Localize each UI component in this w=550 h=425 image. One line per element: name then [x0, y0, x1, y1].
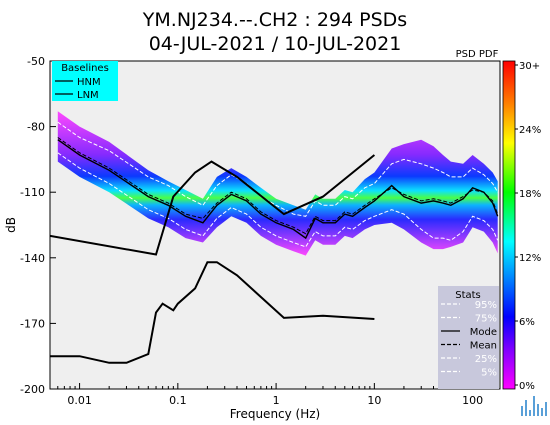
series-line-95pct — [57, 121, 499, 217]
stats-legend-title: Stats — [455, 290, 481, 301]
x-axis-label: Frequency (Hz) — [230, 407, 321, 421]
colorbar-tick-label: 24% — [519, 125, 541, 136]
colorbar-tick-label: 6% — [519, 317, 535, 328]
hnm-legend-label: HNM — [77, 77, 101, 88]
plot-frame — [49, 60, 501, 390]
colorbar-tick-label: 12% — [519, 253, 541, 264]
y-tick-label: -80 — [27, 121, 45, 134]
stats-legend-label: Mode — [470, 327, 497, 338]
series-line-mode — [57, 139, 499, 240]
stats-legend-label: 25% — [475, 354, 497, 365]
stats-legend-label: Mean — [470, 341, 497, 352]
baseline-hnm — [50, 154, 376, 256]
stats-legend-label: 5% — [481, 368, 497, 379]
colorbar-tick-label: 30+ — [519, 61, 540, 72]
y-tick-label: -50 — [27, 55, 45, 68]
chart-subtitle: 04-JUL-2021 / 10-JUL-2021 — [149, 33, 402, 55]
y-tick-label: -170 — [20, 317, 45, 330]
wave-logo-icon — [521, 396, 547, 416]
y-tick-label: -200 — [20, 383, 45, 396]
stats-legend-label: 95% — [475, 300, 497, 311]
y-tick-label: -140 — [20, 252, 45, 265]
baselines-legend-title: Baselines — [61, 63, 109, 74]
colorbar — [502, 60, 516, 390]
series-line-5pct — [57, 152, 499, 248]
series-line-mean — [57, 137, 499, 235]
x-tick-label: 100 — [462, 394, 483, 407]
x-tick-label: 10 — [367, 394, 381, 407]
stats-legend: Stats 95% 75% Mode Mean 25% 5% — [438, 286, 499, 389]
baselines-legend: Baselines HNM LNM — [52, 61, 118, 101]
x-tick-label: 0.01 — [67, 394, 92, 407]
chart-title: YM.NJ234.--.CH2 : 294 PSDs — [142, 9, 407, 31]
lnm-legend-label: LNM — [77, 90, 99, 101]
stats-legend-label: 75% — [475, 314, 497, 325]
density-band — [57, 111, 498, 256]
x-tick-label: 1 — [273, 394, 280, 407]
colorbar-tick-label: 18% — [519, 189, 541, 200]
y-axis-label: dB — [4, 217, 18, 233]
baseline-lnm — [50, 261, 375, 364]
colorbar-title: PSD PDF — [456, 49, 499, 60]
x-tick-label: 0.1 — [169, 394, 187, 407]
y-tick-label: -110 — [20, 186, 45, 199]
colorbar-tick-label: 0% — [519, 381, 535, 392]
